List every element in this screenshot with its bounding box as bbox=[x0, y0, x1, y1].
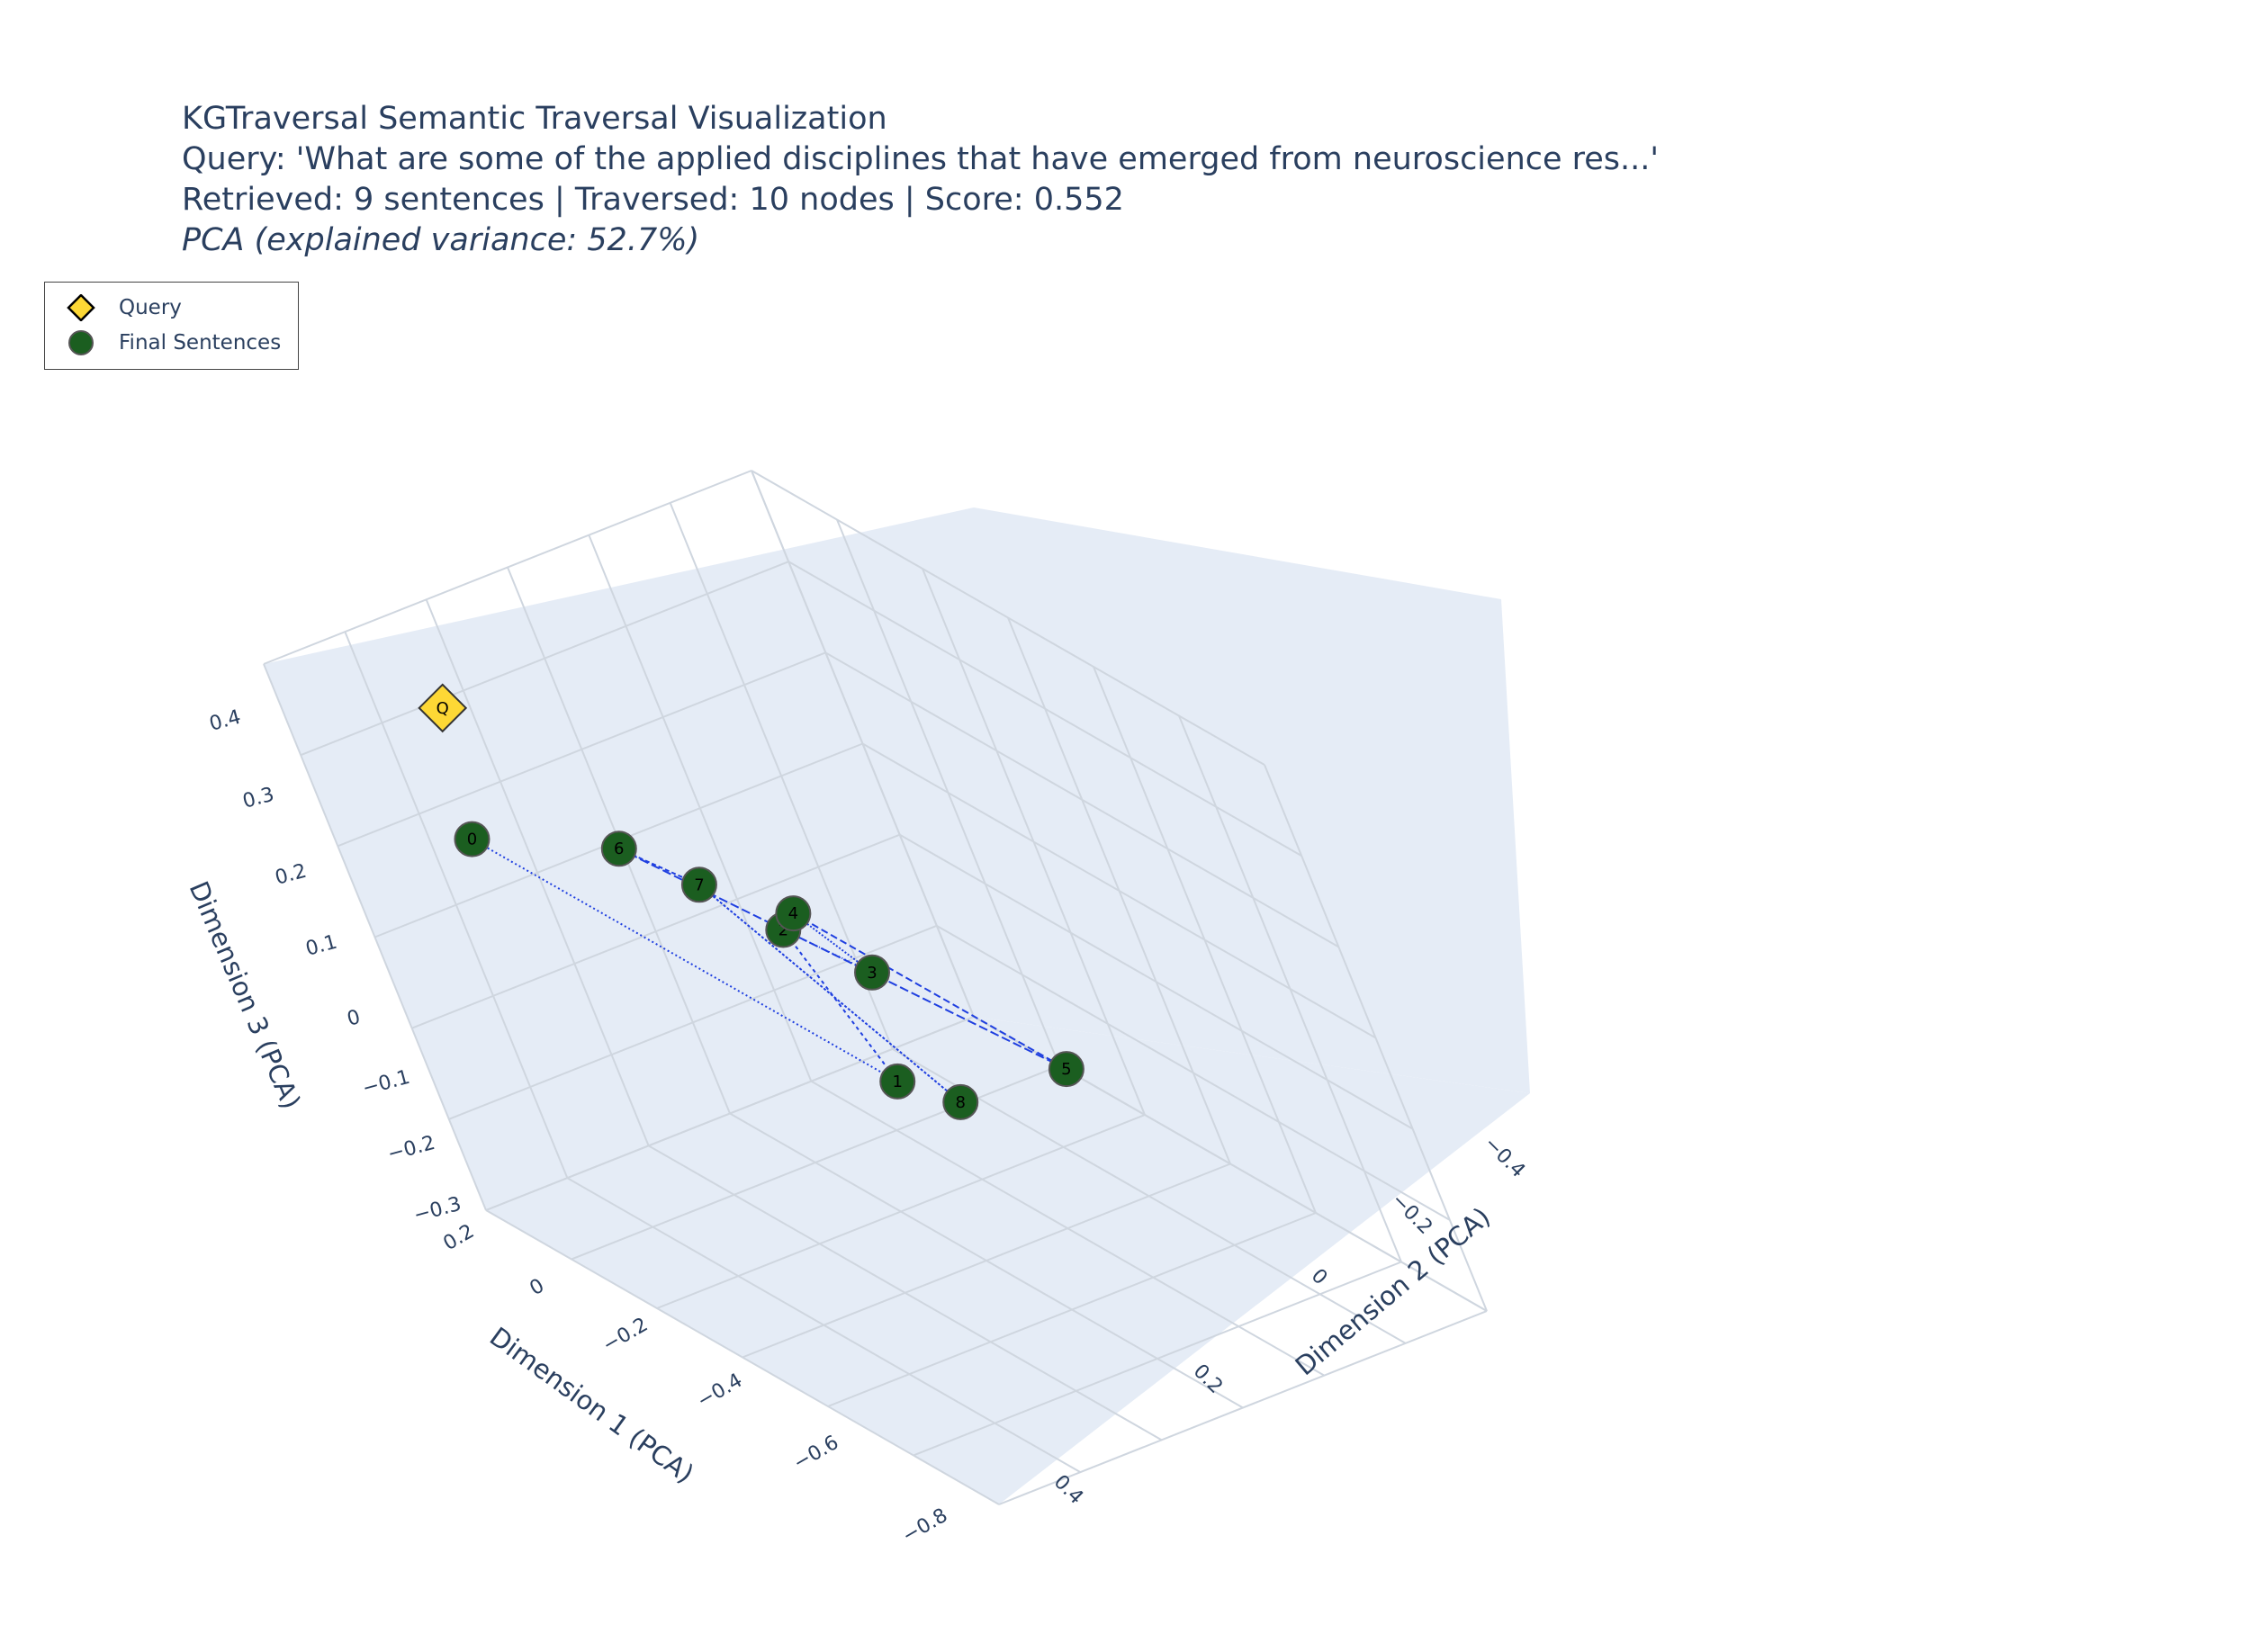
path-segment bbox=[698, 884, 961, 1103]
z-tick-label: 0.4 bbox=[207, 706, 243, 736]
sentence-marker bbox=[775, 895, 812, 932]
y-tick-label: 0.4 bbox=[1049, 1471, 1087, 1509]
legend-label: Query bbox=[119, 296, 182, 319]
scene-floor bbox=[486, 1017, 1530, 1504]
sentence-label: 6 bbox=[614, 839, 624, 858]
sentence-point[interactable]: 8 bbox=[942, 1083, 979, 1120]
z-tick-label: −0.1 bbox=[360, 1066, 412, 1100]
title-line-3: Retrieved: 9 sentences | Traversed: 10 n… bbox=[182, 182, 1124, 218]
sentence-label: 0 bbox=[467, 830, 477, 849]
y-tick-label: 0 bbox=[1307, 1265, 1332, 1290]
diamond-icon bbox=[67, 294, 95, 321]
scene-wall-right bbox=[974, 507, 1530, 1093]
title-line-1: KGTraversal Semantic Traversal Visualiza… bbox=[182, 101, 887, 137]
grid-line bbox=[1264, 764, 1488, 1312]
sentence-point[interactable]: 1 bbox=[879, 1063, 916, 1100]
y-tick-label: −0.2 bbox=[1387, 1190, 1436, 1239]
sentence-marker bbox=[600, 830, 637, 867]
sentence-label: 5 bbox=[1061, 1060, 1071, 1079]
x-tick-label: −0.8 bbox=[899, 1504, 952, 1548]
legend-label: Final Sentences bbox=[119, 331, 282, 355]
grid-line bbox=[300, 561, 789, 757]
chart-title: KGTraversal Semantic Traversal Visualiza… bbox=[182, 99, 1659, 261]
circle-icon bbox=[68, 330, 94, 355]
sentence-label: 2 bbox=[778, 921, 788, 940]
x-tick-label: −0.4 bbox=[694, 1369, 747, 1413]
sentence-point[interactable]: 6 bbox=[600, 830, 637, 867]
z-tick-label: −0.2 bbox=[385, 1132, 437, 1166]
legend: Query Final Sentences bbox=[44, 282, 299, 370]
sentence-label: 1 bbox=[893, 1073, 903, 1091]
grid-line bbox=[751, 470, 975, 1018]
z-tick-label: 0.1 bbox=[303, 931, 339, 961]
sentence-label: 4 bbox=[788, 904, 798, 923]
query-point[interactable]: Q bbox=[418, 683, 468, 733]
grid-line bbox=[998, 1310, 1488, 1505]
grid-line bbox=[751, 470, 1265, 766]
path-segment bbox=[792, 912, 1067, 1070]
sentence-point[interactable]: 7 bbox=[680, 866, 717, 903]
z-axis-title: Dimension 3 (PCA) bbox=[184, 876, 307, 1113]
sentence-marker bbox=[680, 866, 717, 903]
legend-item-query[interactable]: Query bbox=[45, 291, 298, 325]
diamond-icon bbox=[418, 683, 468, 733]
sentence-marker bbox=[1048, 1051, 1084, 1088]
query-label: Q bbox=[436, 699, 449, 718]
z-tick-label: 0 bbox=[345, 1006, 363, 1031]
sentence-marker bbox=[854, 954, 891, 991]
z-tick-label: 0.2 bbox=[273, 860, 309, 890]
path-segment bbox=[782, 929, 899, 1082]
sentence-label: 8 bbox=[956, 1093, 966, 1112]
sentence-marker bbox=[454, 821, 490, 857]
grid-line bbox=[788, 561, 1302, 857]
sentence-marker bbox=[942, 1083, 979, 1120]
grid-line bbox=[263, 470, 752, 665]
sentence-point[interactable]: 3 bbox=[854, 954, 891, 991]
sentence-marker bbox=[879, 1063, 916, 1100]
sentence-point[interactable]: 0 bbox=[454, 821, 490, 857]
sentence-label: 7 bbox=[694, 875, 704, 894]
sentence-point[interactable]: 4 bbox=[775, 895, 812, 932]
z-tick-label: 0.3 bbox=[240, 784, 276, 813]
data-points: Q 0 1 2 3 4 5 6 7 8 bbox=[418, 683, 1084, 1120]
x-tick-label: 0 bbox=[526, 1275, 549, 1301]
y-tick-label: 0.2 bbox=[1189, 1360, 1227, 1398]
title-line-4: PCA (explained variance: 52.7%) bbox=[182, 222, 700, 258]
y-tick-label: −0.4 bbox=[1480, 1133, 1529, 1182]
path-segment bbox=[471, 838, 898, 1082]
x-axis-title: Dimension 1 (PCA) bbox=[484, 1321, 699, 1489]
x-tick-label: −0.2 bbox=[599, 1314, 652, 1357]
sentence-point[interactable]: 5 bbox=[1048, 1051, 1084, 1088]
title-line-2: Query: 'What are some of the applied dis… bbox=[182, 141, 1660, 177]
x-tick-label: −0.6 bbox=[790, 1432, 843, 1475]
sentence-label: 3 bbox=[867, 964, 877, 983]
x-tick-label: 0.2 bbox=[440, 1220, 479, 1255]
z-tick-label: −0.3 bbox=[411, 1193, 464, 1227]
path-segment bbox=[618, 848, 1067, 1070]
legend-item-final-sentences[interactable]: Final Sentences bbox=[45, 326, 298, 360]
